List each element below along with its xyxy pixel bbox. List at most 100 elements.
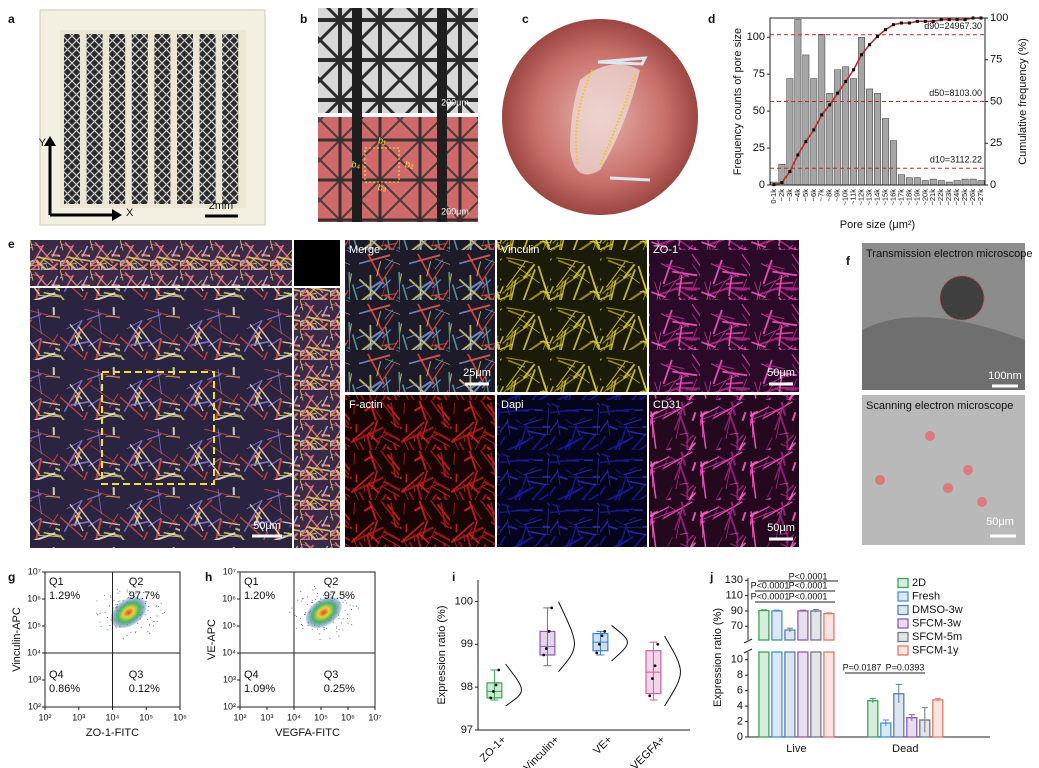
event-dot [302,598,304,600]
quadrant-value: 97.5% [324,590,355,602]
x-tick-label: ZO-1+ [478,734,509,765]
y-tick-label: 0 [759,179,765,191]
event-dot [311,628,313,630]
event-dot [155,605,157,607]
x-tick-label: ~19k [912,189,921,206]
event-dot [156,620,158,622]
panel-label: a [8,12,15,26]
violin [558,601,575,673]
event-dot [344,609,346,611]
event-dot [332,592,334,594]
cumulative-point [860,53,864,57]
event-dot [147,618,149,620]
y-tick-label: 10⁶ [222,593,236,603]
event-dot [99,612,101,614]
event-dot [336,626,338,628]
event-dot [103,595,105,597]
event-dot [140,586,142,588]
event-dot [313,585,315,587]
point [544,647,548,650]
x-tick-label: Live [786,743,806,755]
event-dot [323,627,325,629]
legend-label: DMSO-3w [912,604,963,616]
plot-frame [239,571,376,708]
event-dot [117,600,119,602]
p-value: P<0.0001 [789,571,828,581]
cumulative-point [907,21,911,25]
quadrant-value: 0.86% [49,683,80,695]
quadrant-name: Q1 [244,576,259,588]
quadrant-value: 0.25% [324,683,355,695]
point [550,606,554,610]
event-dot [306,603,308,605]
cell [977,497,987,507]
cumulative-point [947,18,951,22]
x-tick-label: ~13k [865,189,874,206]
event-dot [130,632,132,634]
panel-label: h [205,570,212,584]
event-dot [315,588,317,590]
event-dot [134,595,136,597]
bar [929,178,937,186]
event-dot [332,587,334,589]
channel-name: Dapi [501,399,524,411]
y-tick-label: 10⁷ [28,566,41,576]
scale-label: 200μm [441,206,469,216]
quadrant-name: Q2 [324,576,339,588]
event-dot [296,615,298,617]
channel-name: F-actin [349,399,383,411]
x-tick-label: ~25k [960,189,969,206]
x-tick-label: VE+ [591,734,614,757]
side-label: b₃ [378,182,387,192]
x-tick-label: ~5k [801,189,810,202]
scale-label: 100nm [988,370,1022,382]
x-tick-label: ~7k [817,189,826,202]
event-dot [122,638,124,640]
stripe [131,34,148,204]
point [494,683,498,687]
event-dot [344,596,346,598]
side-label: b₁ [378,135,386,145]
x-tick-label: ~9k [833,189,842,202]
bar [786,78,794,186]
x-tick-label: ~14k [872,189,881,206]
bar [850,78,858,186]
y-tick-label: 100 [747,31,765,43]
y-tick-label: 10 [731,654,743,666]
event-dot [318,633,320,635]
legend-label: Fresh [912,590,940,602]
y-axis-label: VE-APC [206,619,218,660]
bar [961,178,969,186]
implant-outline [574,69,636,166]
x-tick-label: 10² [233,712,246,722]
scale-label: 50μm [986,516,1014,528]
pane-title: Scanning electron microscope [866,400,1013,412]
cumulative-point [844,79,848,83]
event-dot [350,609,352,611]
stripe [199,34,216,204]
bar [953,180,961,186]
violin [611,625,628,662]
x-tick-label: 10⁴ [287,712,301,722]
sem-cells [875,431,987,507]
event-dot [320,598,322,600]
bar [771,610,783,641]
event-dot [294,614,296,616]
event-dot [289,611,291,613]
bar [897,174,905,186]
event-dot [347,613,349,615]
x-tick-label: ~11k [849,189,858,205]
y-axis-label: Vinculin-APC [11,607,23,672]
x-tick-label: 10⁵ [139,712,153,722]
x-tick-label: ~27k [976,189,985,206]
event-dot [291,607,293,609]
pore-outline [364,147,400,183]
x-axis-label: ZO-1-FITC [86,727,139,739]
y-axis-label: Frequency counts of pore size [732,28,744,175]
y-axis-label: Expression ratio (%) [712,608,724,707]
bar-lower-part [797,651,809,738]
arrow-heads [44,136,122,221]
event-dot [126,591,128,593]
x-tick-label: ~20k [920,189,929,206]
orthogonal-view [30,240,292,286]
